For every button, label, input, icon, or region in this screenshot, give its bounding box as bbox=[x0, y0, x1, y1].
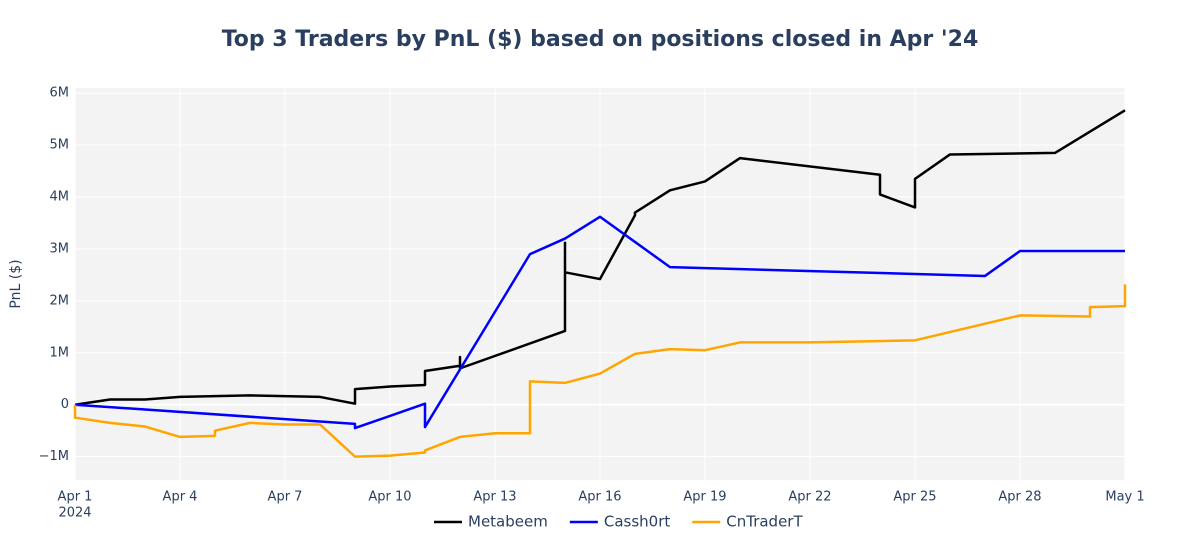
x-tick-year: 2024 bbox=[58, 506, 91, 521]
x-tick-label: Apr 25 bbox=[893, 490, 936, 505]
y-tick-label: 1M bbox=[50, 345, 70, 360]
x-tick-label: Apr 16 bbox=[578, 490, 621, 505]
y-axis-label: PnL ($) bbox=[8, 259, 24, 308]
x-tick-label: Apr 4 bbox=[163, 490, 198, 505]
y-tick-label: −1M bbox=[39, 449, 69, 464]
x-tick-label: Apr 28 bbox=[998, 490, 1041, 505]
series-line bbox=[73, 284, 1127, 458]
y-tick-label: 5M bbox=[50, 138, 70, 153]
y-tick-label: 2M bbox=[50, 293, 70, 308]
x-tick-label: Apr 1 bbox=[58, 490, 93, 505]
x-tick-label: Apr 22 bbox=[788, 490, 831, 505]
x-tick-label: May 1 bbox=[1105, 490, 1144, 505]
y-tick-label: 3M bbox=[50, 241, 70, 256]
y-tick-label: 6M bbox=[50, 86, 70, 101]
y-tick-label: 4M bbox=[50, 190, 70, 205]
x-tick-label: Apr 7 bbox=[268, 490, 303, 505]
x-tick-label: Apr 13 bbox=[473, 490, 516, 505]
series-line bbox=[74, 215, 1125, 430]
chart-title: Top 3 Traders by PnL ($) based on positi… bbox=[222, 27, 979, 52]
legend-label: Cassh0rt bbox=[604, 513, 671, 531]
series-line bbox=[74, 109, 1126, 406]
y-tick-label: 0 bbox=[61, 397, 69, 412]
x-tick-label: Apr 10 bbox=[368, 490, 411, 505]
x-tick-label: Apr 19 bbox=[683, 490, 726, 505]
legend-label: Metabeem bbox=[468, 513, 548, 531]
legend-label: CnTraderT bbox=[726, 513, 803, 531]
